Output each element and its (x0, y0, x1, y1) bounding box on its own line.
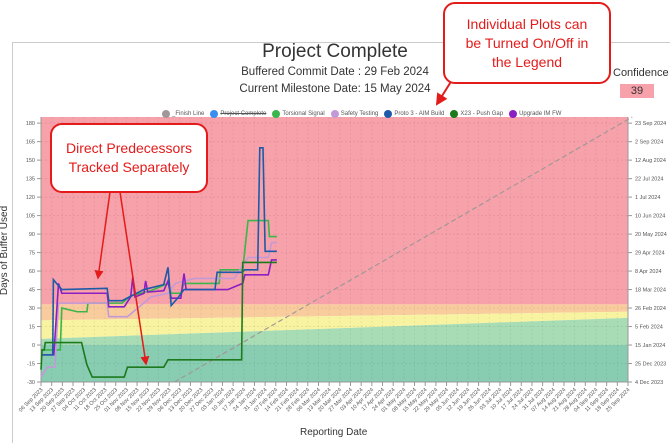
y-tick-label: 180 (26, 121, 35, 127)
legend-item[interactable]: _Finish Line (162, 110, 204, 118)
legend-label: Proto 3 - AIM Build (394, 111, 445, 117)
y-tick-label: 120 (26, 195, 35, 201)
series-line-proto-3-aim-build (41, 147, 277, 356)
x-axis-label: Reporting Date (300, 427, 368, 438)
y-tick-label: 135 (26, 177, 35, 183)
legend-item[interactable]: X23 - Push Gap (450, 110, 503, 118)
y-tick-label: 150 (26, 158, 35, 164)
right-axis-label: 15 Jan 2024 (635, 343, 665, 349)
chart-legend: _Finish Line Project Complete Torsional Si… (162, 110, 561, 118)
y-axis-label: Days of Buffer Used (0, 205, 11, 296)
zone-light-green (41, 317, 628, 346)
callout-line: Tracked Separately (68, 159, 190, 175)
right-axis-label: 1 Jul 2024 (635, 195, 660, 201)
chart-title: Project Complete (262, 41, 408, 62)
buffered-commit-date: Buffered Commit Date : 29 Feb 2024 (241, 66, 429, 78)
y-tick-label: -30 (27, 380, 35, 386)
y-tick-label: 15 (29, 325, 35, 331)
legend-dot-icon (272, 110, 281, 118)
callout-line: Individual Plots can (466, 15, 588, 32)
right-axis-label: 2 Sep 2024 (635, 140, 663, 146)
y-tick-label: 105 (26, 214, 35, 220)
legend-label: Project Complete (220, 111, 267, 117)
current-milestone-date: Current Milestone Date: 15 May 2024 (239, 83, 431, 95)
right-axis-label: 8 Apr 2024 (635, 269, 662, 275)
right-axis-label: 29 Apr 2024 (635, 251, 665, 257)
legend-item[interactable]: Safety Testing (330, 110, 379, 118)
legend-item[interactable]: Torsional Signal (272, 110, 325, 118)
legend-dot-icon (210, 110, 219, 118)
legend-dot-icon (509, 110, 518, 118)
legend-label: X23 - Push Gap (460, 111, 504, 117)
legend-label: _Finish Line (172, 111, 205, 117)
legend-label: Torsional Signal (282, 111, 325, 117)
callout-line: the Legend (491, 53, 563, 70)
legend-item[interactable]: Project Complete (210, 110, 266, 118)
right-axis-label: 10 Jun 2024 (635, 214, 665, 220)
zone-dark-green (41, 345, 628, 382)
right-axis-label: 18 Mar 2024 (635, 288, 666, 294)
right-axis-label: 23 Sep 2024 (635, 121, 666, 127)
legend-label: Safety Testing (340, 111, 379, 117)
right-axis-label: 5 Feb 2024 (635, 325, 663, 331)
callout-line: Direct Predecessors (65, 140, 193, 156)
y-tick-label: 75 (29, 251, 35, 257)
y-tick-label: 0 (32, 343, 35, 349)
callout-line: be Turned On/Off in (465, 34, 589, 51)
chart-panel (12, 42, 670, 443)
right-axis-label: 4 Dec 2023 (635, 380, 663, 386)
y-tick-label: -15 (27, 362, 35, 368)
legend-dot-icon (162, 110, 170, 118)
legend-dot-icon (384, 110, 393, 118)
y-tick-label: 30 (29, 306, 35, 312)
right-axis-label: 20 May 2024 (635, 232, 667, 238)
right-axis-label: 22 Jul 2024 (635, 177, 663, 183)
zone-yellow (41, 311, 628, 339)
legend-dot-icon (330, 110, 339, 118)
zone-orange (41, 304, 628, 321)
series-line-x23-push-gap (40, 261, 277, 378)
legend-item[interactable]: Upgrade IM FW (509, 110, 561, 118)
right-axis-label: 26 Feb 2024 (635, 306, 666, 312)
legend-item[interactable]: Proto 3 - AIM Build (384, 110, 444, 118)
confidence-label: Confidence (613, 67, 669, 79)
confidence-value: 39 (620, 84, 654, 98)
legend-callout: Individual Plots can be Turned On/Off in… (443, 2, 611, 84)
legend-dot-icon (450, 110, 459, 118)
series-line-finish-line (174, 116, 633, 383)
legend-label: Upgrade IM FW (519, 111, 562, 117)
right-axis-label: 12 Aug 2024 (635, 158, 666, 164)
right-axis-label: 25 Dec 2023 (635, 362, 666, 368)
y-tick-label: 90 (29, 232, 35, 238)
y-tick-label: 60 (29, 269, 35, 275)
y-tick-label: 165 (26, 140, 35, 146)
predecessors-callout: Direct Predecessors Tracked Separately (50, 123, 208, 193)
y-tick-label: 45 (29, 288, 35, 294)
